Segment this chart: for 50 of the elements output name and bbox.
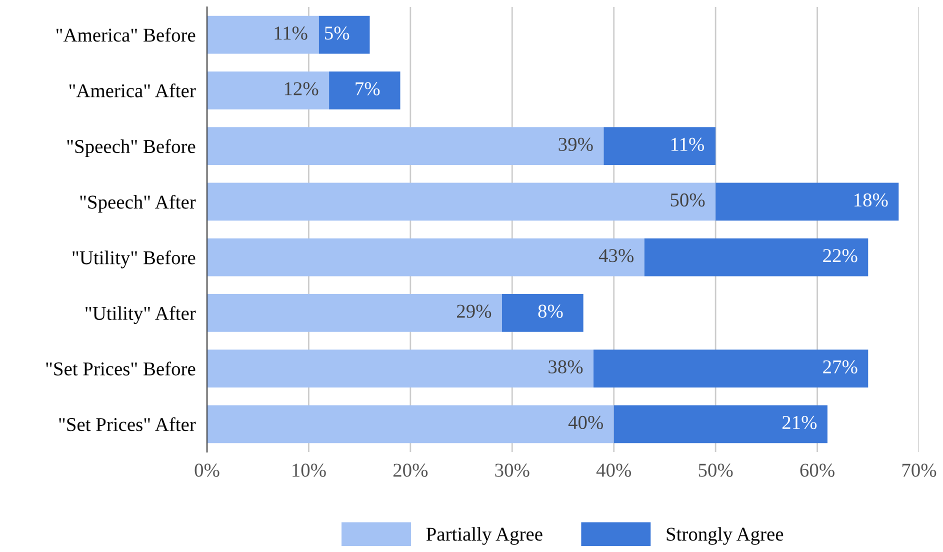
bar [716, 182, 899, 221]
data-label: 5% [325, 26, 350, 40]
y-tick-label: "Utility" Before [72, 250, 196, 268]
bar [207, 238, 644, 276]
data-label: 40% [568, 416, 604, 430]
bar [644, 238, 868, 276]
data-label: 29% [456, 304, 492, 318]
bar [502, 294, 584, 332]
data-label: 7% [356, 82, 380, 96]
bar [207, 72, 330, 110]
legend-label: Strongly Agree [666, 527, 784, 545]
data-label: 11% [671, 138, 704, 151]
bar [207, 182, 716, 221]
bar [594, 350, 868, 388]
data-label: 39% [558, 138, 593, 151]
data-label: 43% [598, 249, 634, 262]
bar [614, 405, 828, 444]
bar [207, 127, 604, 165]
data-label: 11% [274, 26, 308, 40]
y-tick-label: "Set Prices" Before [46, 362, 196, 376]
x-tick-label: 20% [393, 464, 428, 477]
x-tick-label: 70% [902, 464, 936, 477]
x-tick-label: 60% [800, 464, 834, 477]
bar [207, 16, 319, 54]
bar [329, 72, 400, 110]
data-label: 21% [782, 416, 817, 430]
data-label: 22% [823, 249, 858, 262]
x-tick-label: 10% [292, 464, 326, 477]
legend-label: Partially Agree [426, 527, 542, 545]
y-tick-label: "Speech" Before [67, 139, 196, 158]
y-tick-label: "Set Prices" After [59, 417, 196, 432]
data-label: 50% [670, 193, 705, 207]
x-tick-label: 50% [698, 464, 733, 477]
bar [604, 127, 716, 165]
bar [207, 405, 614, 444]
x-tick-label: 40% [596, 464, 632, 477]
x-tick-label: 30% [495, 464, 530, 477]
bar [207, 350, 594, 388]
bar [318, 16, 370, 54]
data-label: 27% [823, 360, 858, 374]
y-tick-label: "America" After [69, 83, 196, 98]
y-tick-label: "America" Before [56, 28, 196, 42]
y-tick-label: "Speech" After [80, 194, 196, 213]
data-label: 38% [548, 360, 583, 374]
x-tick-label: 0% [194, 464, 220, 477]
y-tick-label: "Utility" After [86, 306, 196, 324]
data-label: 18% [854, 193, 888, 207]
bar [207, 294, 502, 332]
data-label: 12% [284, 82, 318, 96]
data-label: 8% [538, 304, 563, 318]
